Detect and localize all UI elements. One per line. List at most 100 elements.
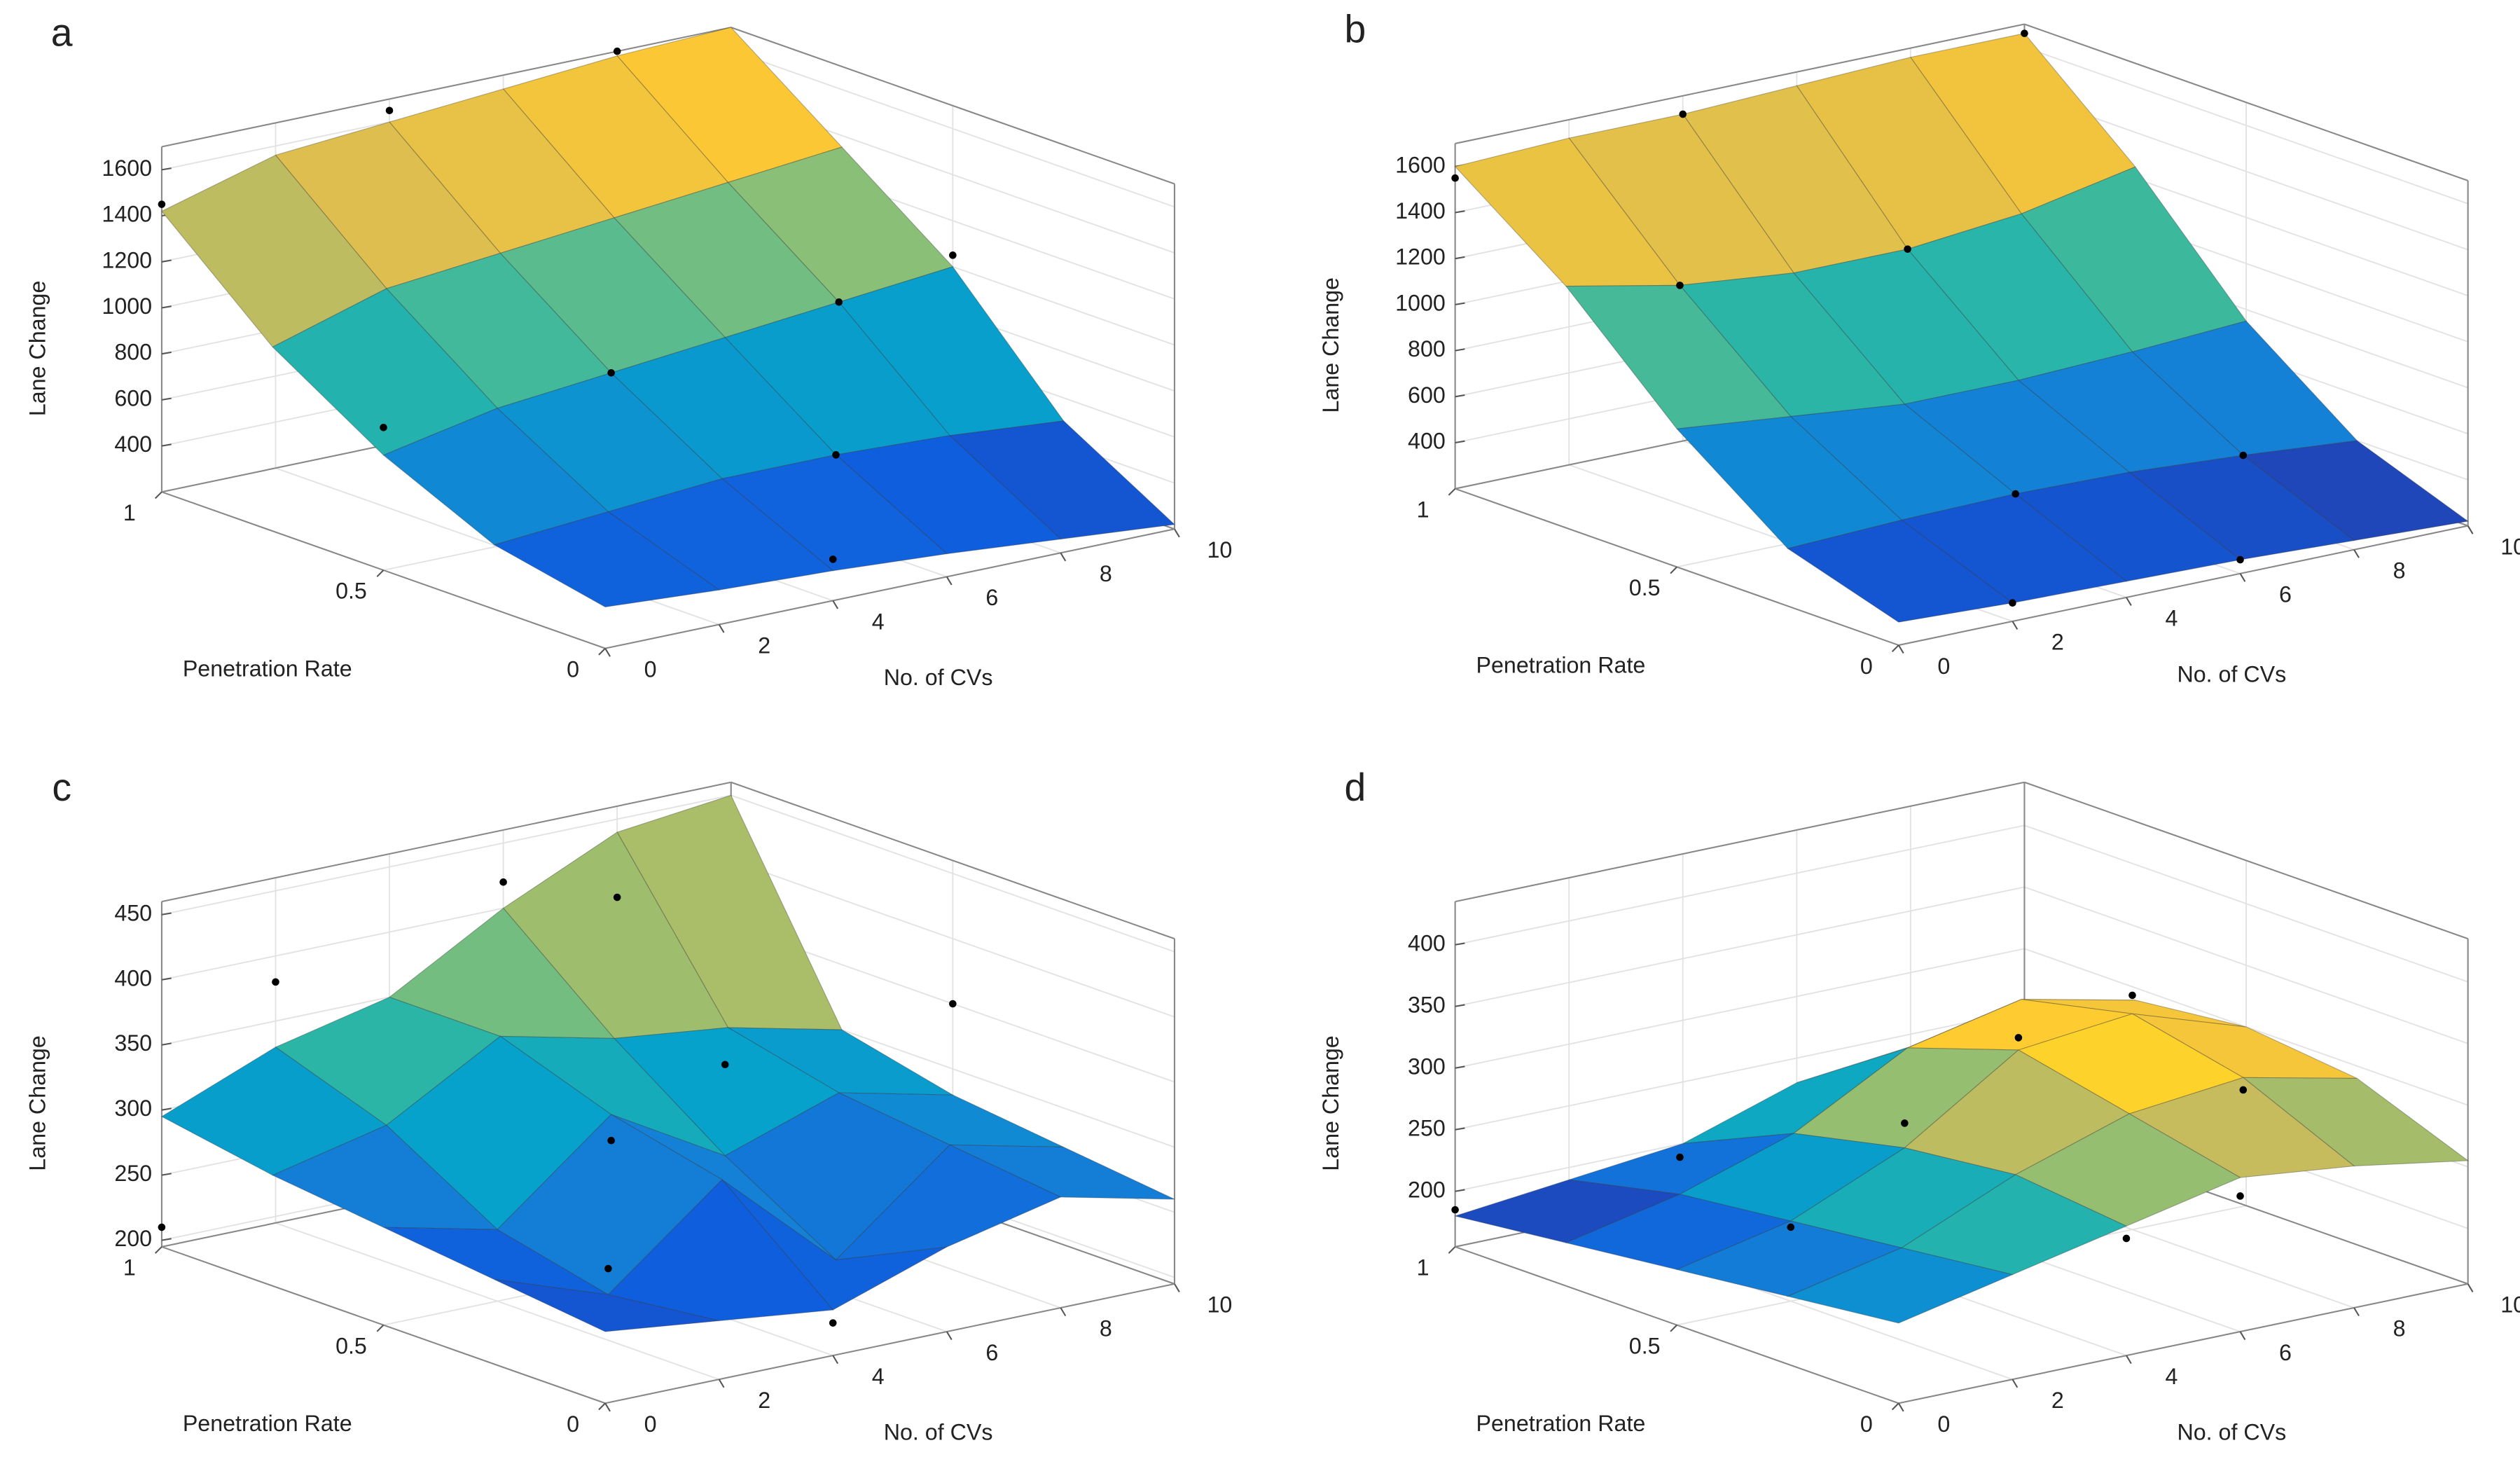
z-axis-label: Lane Change xyxy=(1318,1035,1343,1171)
y-axis-label: Penetration Rate xyxy=(1476,653,1646,678)
grid-line xyxy=(2024,886,2468,1044)
x-tick xyxy=(1060,552,1067,562)
x-tick xyxy=(604,648,611,657)
z-tick xyxy=(161,397,172,401)
x-tick-label: 2 xyxy=(758,633,770,658)
surface-facet xyxy=(161,154,387,348)
data-point xyxy=(1451,1206,1459,1214)
x-tick-label: 10 xyxy=(2500,534,2520,559)
data-point xyxy=(1787,1223,1795,1231)
z-tick xyxy=(1455,942,1465,946)
z-tick xyxy=(1455,256,1465,260)
axis-box xyxy=(1898,525,2468,647)
z-tick xyxy=(1455,1189,1465,1192)
z-tick xyxy=(161,912,172,916)
grid-line xyxy=(2024,92,2468,251)
y-tick xyxy=(1448,488,1456,496)
x-tick xyxy=(946,576,953,586)
z-tick xyxy=(1455,1004,1465,1007)
y-tick-label: 0.5 xyxy=(335,1333,367,1358)
z-tick-label: 300 xyxy=(114,1096,152,1121)
z-tick xyxy=(1455,348,1465,352)
y-tick-label: 1 xyxy=(1417,497,1429,522)
z-tick xyxy=(1455,1065,1465,1069)
x-tick-label: 0 xyxy=(644,1411,657,1437)
y-tick-label: 0.5 xyxy=(335,579,367,604)
x-tick-label: 0 xyxy=(1937,654,1950,679)
z-tick xyxy=(161,259,172,263)
panel-letter: d xyxy=(1344,766,1366,809)
x-axis-label: No. of CVs xyxy=(2177,1420,2286,1445)
y-tick-label: 0 xyxy=(567,656,579,682)
data-point xyxy=(2014,1034,2023,1042)
y-tick xyxy=(1670,566,1677,574)
panel-letter: a xyxy=(51,11,73,54)
x-tick xyxy=(2467,525,2474,534)
grid-line xyxy=(731,859,1175,1018)
z-tick xyxy=(161,1173,172,1176)
data-point xyxy=(1676,282,1684,289)
x-tick-label: 2 xyxy=(758,1388,770,1413)
x-tick-label: 8 xyxy=(1100,561,1112,586)
x-tick xyxy=(946,1331,953,1341)
x-tick xyxy=(2239,1331,2246,1341)
z-tick xyxy=(1455,302,1465,305)
z-tick xyxy=(1455,1127,1465,1131)
z-tick xyxy=(161,305,172,309)
y-axis-label: Penetration Rate xyxy=(1476,1411,1646,1436)
data-point xyxy=(604,1264,612,1273)
x-tick-label: 4 xyxy=(2165,606,2178,631)
y-tick-label: 0.5 xyxy=(1629,1333,1661,1358)
z-tick-label: 800 xyxy=(114,340,152,365)
z-axis-label: Lane Change xyxy=(25,1035,50,1171)
grid-line xyxy=(1455,948,2025,1069)
x-tick-label: 6 xyxy=(985,1340,998,1365)
data-point xyxy=(829,1319,837,1327)
z-tick-label: 600 xyxy=(114,385,152,410)
surface-facet xyxy=(607,1179,834,1322)
z-tick xyxy=(161,1042,172,1046)
x-tick-label: 2 xyxy=(2051,630,2064,655)
x-tick xyxy=(2353,1307,2360,1317)
axis-box xyxy=(604,528,1175,649)
data-point xyxy=(1901,1119,1909,1127)
z-tick-label: 400 xyxy=(1408,429,1446,454)
data-point xyxy=(272,978,279,986)
y-tick xyxy=(1448,1246,1456,1254)
z-tick-label: 1000 xyxy=(1395,290,1446,315)
data-point xyxy=(380,424,387,431)
z-tick-label: 450 xyxy=(114,900,152,925)
z-tick-label: 200 xyxy=(114,1226,152,1251)
x-tick-label: 6 xyxy=(985,585,998,610)
z-tick-label: 1200 xyxy=(1395,244,1446,270)
z-tick-label: 1400 xyxy=(1395,198,1446,223)
x-tick xyxy=(2126,597,2132,606)
surface-facet xyxy=(272,288,499,456)
x-axis-label: No. of CVs xyxy=(884,665,993,690)
surface-facet xyxy=(949,1144,1175,1200)
y-tick xyxy=(598,647,606,656)
axis-box xyxy=(161,781,731,903)
data-point xyxy=(1451,174,1459,182)
axis-box xyxy=(1455,781,2025,903)
axis-box xyxy=(2024,23,2469,181)
z-tick-label: 350 xyxy=(114,1030,152,1056)
surface-facet xyxy=(494,1279,719,1332)
data-point xyxy=(607,1136,615,1145)
y-tick xyxy=(1891,1402,1899,1411)
z-tick-label: 250 xyxy=(1408,1115,1446,1140)
x-tick-label: 0 xyxy=(1937,1411,1950,1437)
data-point xyxy=(832,451,840,459)
data-point xyxy=(1679,110,1687,118)
surface-facet xyxy=(613,1027,840,1156)
surface-facet xyxy=(721,1179,948,1311)
grid-line xyxy=(731,50,1175,208)
surface-facet xyxy=(838,266,1065,436)
z-tick-label: 250 xyxy=(114,1161,152,1186)
y-axis-label: Penetration Rate xyxy=(183,656,352,681)
z-axis-label: Lane Change xyxy=(1318,277,1343,413)
x-tick xyxy=(1060,1307,1067,1317)
data-point xyxy=(949,1000,957,1008)
data-point xyxy=(1904,245,1911,253)
